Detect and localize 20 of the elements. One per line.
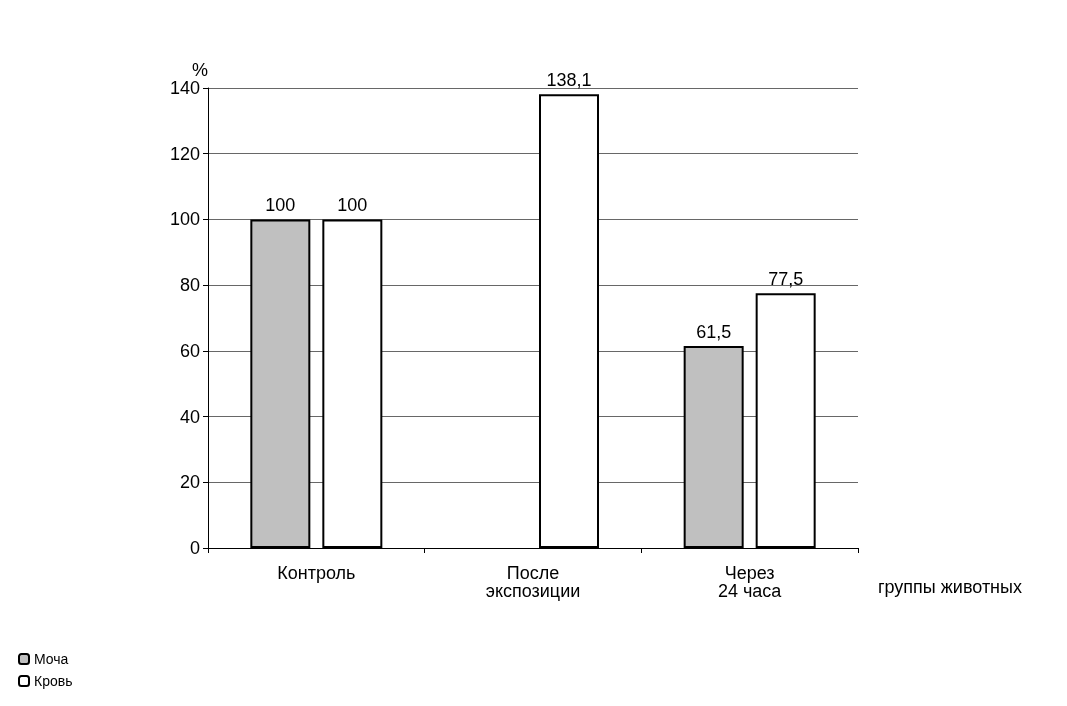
- legend-label: Кровь: [34, 673, 73, 689]
- x-tick-label: После экспозиции: [485, 563, 581, 601]
- y-tick-label: 60: [179, 340, 200, 361]
- legend-label: Моча: [34, 651, 69, 667]
- y-tick-label: 0: [189, 538, 200, 558]
- y-tick-label: 120: [169, 143, 200, 164]
- y-tick-label: 80: [179, 275, 200, 296]
- data-label: 61,5: [696, 321, 732, 342]
- data-label: 100: [265, 195, 296, 216]
- y-tick-label: 20: [179, 472, 200, 493]
- y-tick-label: 100: [169, 209, 200, 230]
- data-label: 100: [337, 195, 368, 216]
- data-label: 138,1: [546, 70, 592, 91]
- x-tick-label: Через 24 часа: [717, 563, 783, 601]
- y-tick-label: 40: [179, 406, 200, 427]
- y-axis-title: %: [191, 60, 208, 81]
- x-tick-label: Контроль: [277, 563, 356, 583]
- y-tick-label: 140: [169, 78, 200, 98]
- x-axis-title: группы животных: [878, 577, 1022, 597]
- data-label: 77,5: [768, 269, 804, 290]
